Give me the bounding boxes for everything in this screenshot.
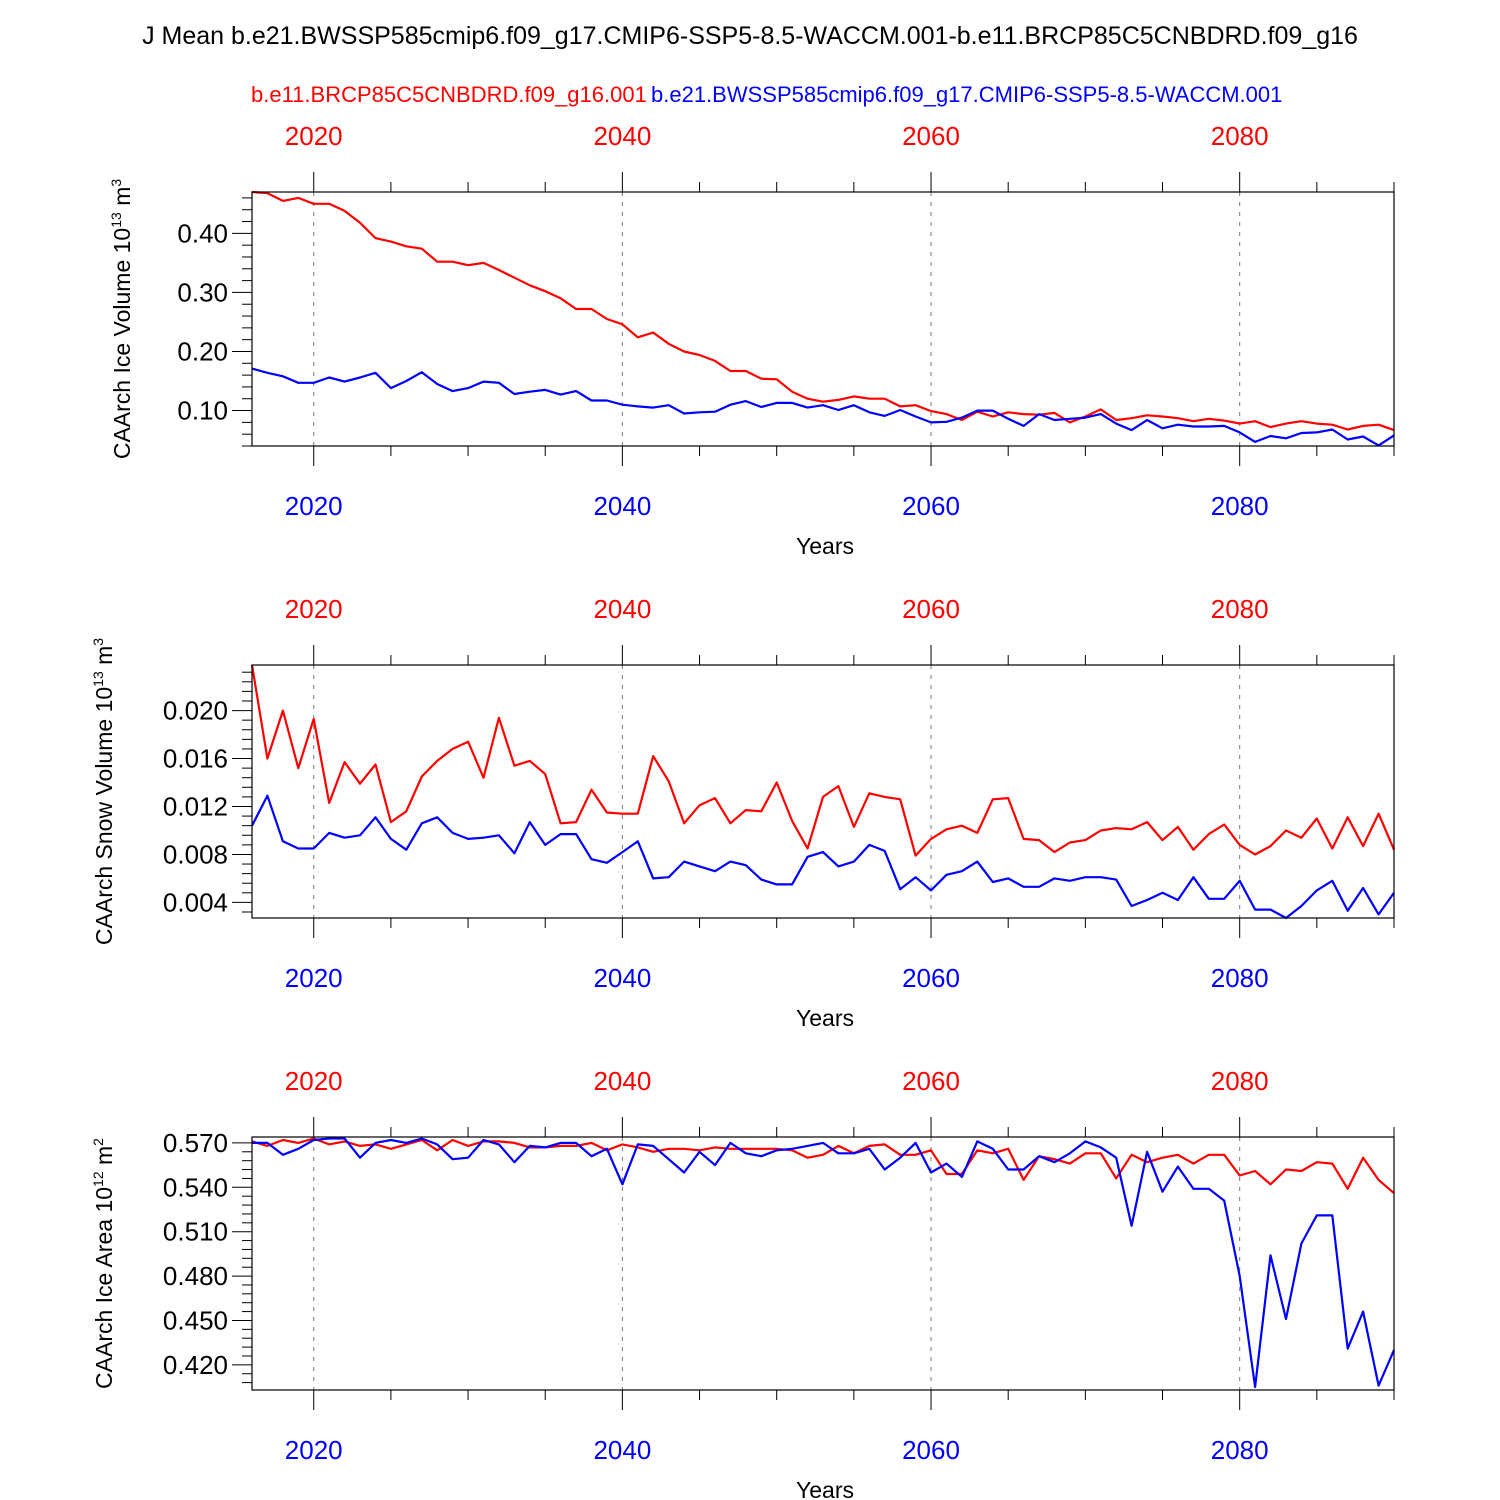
y-tick-label: 0.020 xyxy=(163,696,228,726)
y-axis-label-part: m xyxy=(91,646,117,672)
x-tick-label-top: 2080 xyxy=(1211,594,1269,624)
x-tick-label-top: 2040 xyxy=(593,594,651,624)
panel-1: 2020 2020 2040 2040 2060 2060 2080 2080 Years 0.1… xyxy=(108,121,1395,559)
x-tick-label-bottom: 2060 xyxy=(902,491,960,521)
y-axis-label-part: 3 xyxy=(90,638,106,646)
plot-frame xyxy=(251,664,1395,919)
x-tick-label-top: 2080 xyxy=(1211,1066,1269,1096)
y-tick-label: 0.016 xyxy=(163,744,228,774)
x-tick-label-top: 2040 xyxy=(593,1066,651,1096)
y-axis-label-part: m xyxy=(109,187,135,213)
x-axis-label: Years xyxy=(796,1477,854,1500)
y-tick-label: 0.20 xyxy=(177,336,228,366)
legend-blue-run: b.e21.BWSSP585cmip6.f09_g17.CMIP6-SSP5-8… xyxy=(651,82,1283,107)
legend-red-run: b.e11.BRCP85C5CNBDRD.f09_g16.001 xyxy=(251,82,647,107)
x-tick-label-bottom: 2020 xyxy=(285,1435,343,1465)
x-tick-label-bottom: 2080 xyxy=(1211,1435,1269,1465)
plot-frame xyxy=(251,191,1395,447)
y-tick-label: 0.480 xyxy=(163,1261,228,1291)
x-tick-label-top: 2020 xyxy=(285,594,343,624)
x-tick-label-bottom: 2040 xyxy=(593,491,651,521)
y-axis-label-part: 3 xyxy=(108,179,124,187)
x-tick-label-bottom: 2080 xyxy=(1211,963,1269,993)
x-tick-label-top: 2040 xyxy=(593,121,651,151)
y-tick-label: 0.540 xyxy=(163,1172,228,1202)
y-tick-label: 0.10 xyxy=(177,396,228,426)
x-tick-label-bottom: 2080 xyxy=(1211,491,1269,521)
y-tick-label: 0.510 xyxy=(163,1217,228,1247)
x-tick-label-bottom: 2040 xyxy=(593,963,651,993)
y-axis-label-part: CAArch Ice Volume 10 xyxy=(109,228,135,459)
y-tick-label: 0.40 xyxy=(177,218,228,248)
x-tick-label-top: 2080 xyxy=(1211,121,1269,151)
y-axis-label: CAArch Ice Volume 1013 m3 xyxy=(108,179,135,460)
x-tick-label-bottom: 2020 xyxy=(285,963,343,993)
x-tick-label-bottom: 2020 xyxy=(285,491,343,521)
chart-title: J Mean b.e21.BWSSP585cmip6.f09_g17.CMIP6… xyxy=(142,22,1358,50)
x-tick-label-top: 2060 xyxy=(902,121,960,151)
y-axis-label-part: 2 xyxy=(90,1138,106,1146)
y-axis-label: CAArch Ice Area 1012 m2 xyxy=(90,1138,117,1389)
series-red-line xyxy=(251,190,1395,432)
y-tick-label: 0.30 xyxy=(177,277,228,307)
y-axis-label: CAArch Snow Volume 1013 m3 xyxy=(90,638,117,945)
x-axis-label: Years xyxy=(796,533,854,559)
y-axis-label-part: CAArch Snow Volume 10 xyxy=(91,687,117,945)
y-tick-label: 0.004 xyxy=(163,887,228,917)
y-tick-label: 0.570 xyxy=(163,1128,228,1158)
y-tick-label: 0.420 xyxy=(163,1350,228,1380)
x-tick-label-top: 2020 xyxy=(285,121,343,151)
y-axis-label-part: 12 xyxy=(90,1171,106,1187)
x-axis-label: Years xyxy=(796,1005,854,1031)
x-tick-label-bottom: 2060 xyxy=(902,1435,960,1465)
y-axis-label-part: 13 xyxy=(108,212,124,228)
y-axis-label-part: m xyxy=(91,1146,117,1172)
series-blue-line xyxy=(251,367,1395,447)
x-tick-label-bottom: 2040 xyxy=(593,1435,651,1465)
plot-frame xyxy=(251,1136,1395,1391)
panel-2: 2020 2020 2040 2040 2060 2060 2080 2080 Years 0.0… xyxy=(90,594,1396,1031)
series-blue-line xyxy=(252,1137,1396,1389)
x-tick-label-bottom: 2060 xyxy=(902,963,960,993)
panel-3: 2020 2020 2040 2040 2060 2060 2080 2080 Years 0.4… xyxy=(90,1066,1396,1500)
series-blue-line xyxy=(251,794,1395,920)
series-red-line xyxy=(251,1137,1395,1195)
y-tick-label: 0.450 xyxy=(163,1305,228,1335)
x-tick-label-top: 2020 xyxy=(285,1066,343,1096)
y-axis-label-part: CAArch Ice Area 10 xyxy=(91,1187,117,1389)
x-tick-label-top: 2060 xyxy=(902,1066,960,1096)
y-axis-label-part: 13 xyxy=(90,671,106,687)
x-tick-label-top: 2060 xyxy=(902,594,960,624)
y-tick-label: 0.008 xyxy=(163,839,228,869)
series-red-line xyxy=(250,664,1396,857)
y-tick-label: 0.012 xyxy=(163,791,228,821)
